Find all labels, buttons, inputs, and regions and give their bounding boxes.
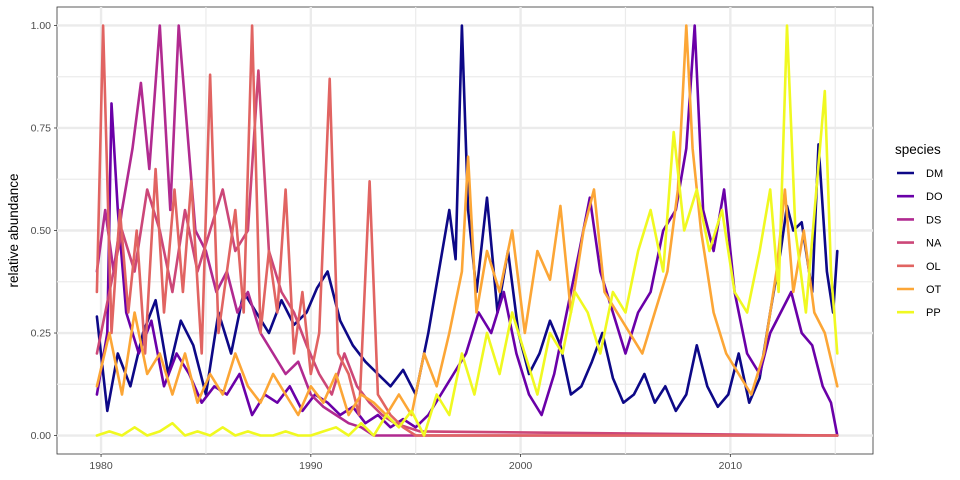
legend-items: DM DO DS NA OL OT PP	[897, 168, 943, 319]
legend-item-pp: PP	[897, 307, 941, 319]
series-line-ds	[95, 24, 839, 437]
legend-item-do: DO	[897, 191, 943, 203]
legend-label-pp: PP	[926, 307, 941, 319]
legend-item-na: NA	[897, 238, 942, 250]
legend-item-ot: OT	[897, 284, 942, 296]
x-tick-label: 1980	[89, 460, 113, 472]
series-lines	[95, 24, 839, 437]
legend-label-ol: OL	[926, 261, 941, 273]
legend-label-do: DO	[926, 191, 943, 203]
series-line-pp	[95, 24, 839, 437]
x-tick-label: 2010	[719, 460, 743, 472]
axes: 0.00 0.25 0.50 0.75 1.00 1980 1990 2000 2010	[31, 20, 743, 472]
legend-label-ot: OT	[926, 284, 942, 296]
y-tick-label: 1.00	[31, 20, 52, 32]
y-axis-title: relative abundance	[6, 173, 21, 287]
legend: species DM DO DS NA OL OT PP	[895, 142, 943, 319]
y-tick-label: 0.00	[31, 430, 52, 442]
legend-label-ds: DS	[926, 214, 941, 226]
x-tick-label: 1990	[299, 460, 323, 472]
legend-label-na: NA	[926, 238, 942, 250]
legend-item-ds: DS	[897, 214, 941, 226]
legend-item-dm: DM	[897, 168, 943, 180]
legend-label-dm: DM	[926, 168, 943, 180]
x-tick-label: 2000	[509, 460, 533, 472]
legend-item-ol: OL	[897, 261, 941, 273]
series-line-ot	[95, 24, 839, 417]
y-tick-label: 0.50	[31, 225, 52, 237]
series-line-ol	[95, 24, 839, 437]
y-tick-label: 0.25	[31, 328, 52, 340]
legend-title: species	[895, 142, 941, 157]
y-tick-label: 0.75	[31, 123, 52, 135]
series-line-do	[95, 24, 839, 437]
